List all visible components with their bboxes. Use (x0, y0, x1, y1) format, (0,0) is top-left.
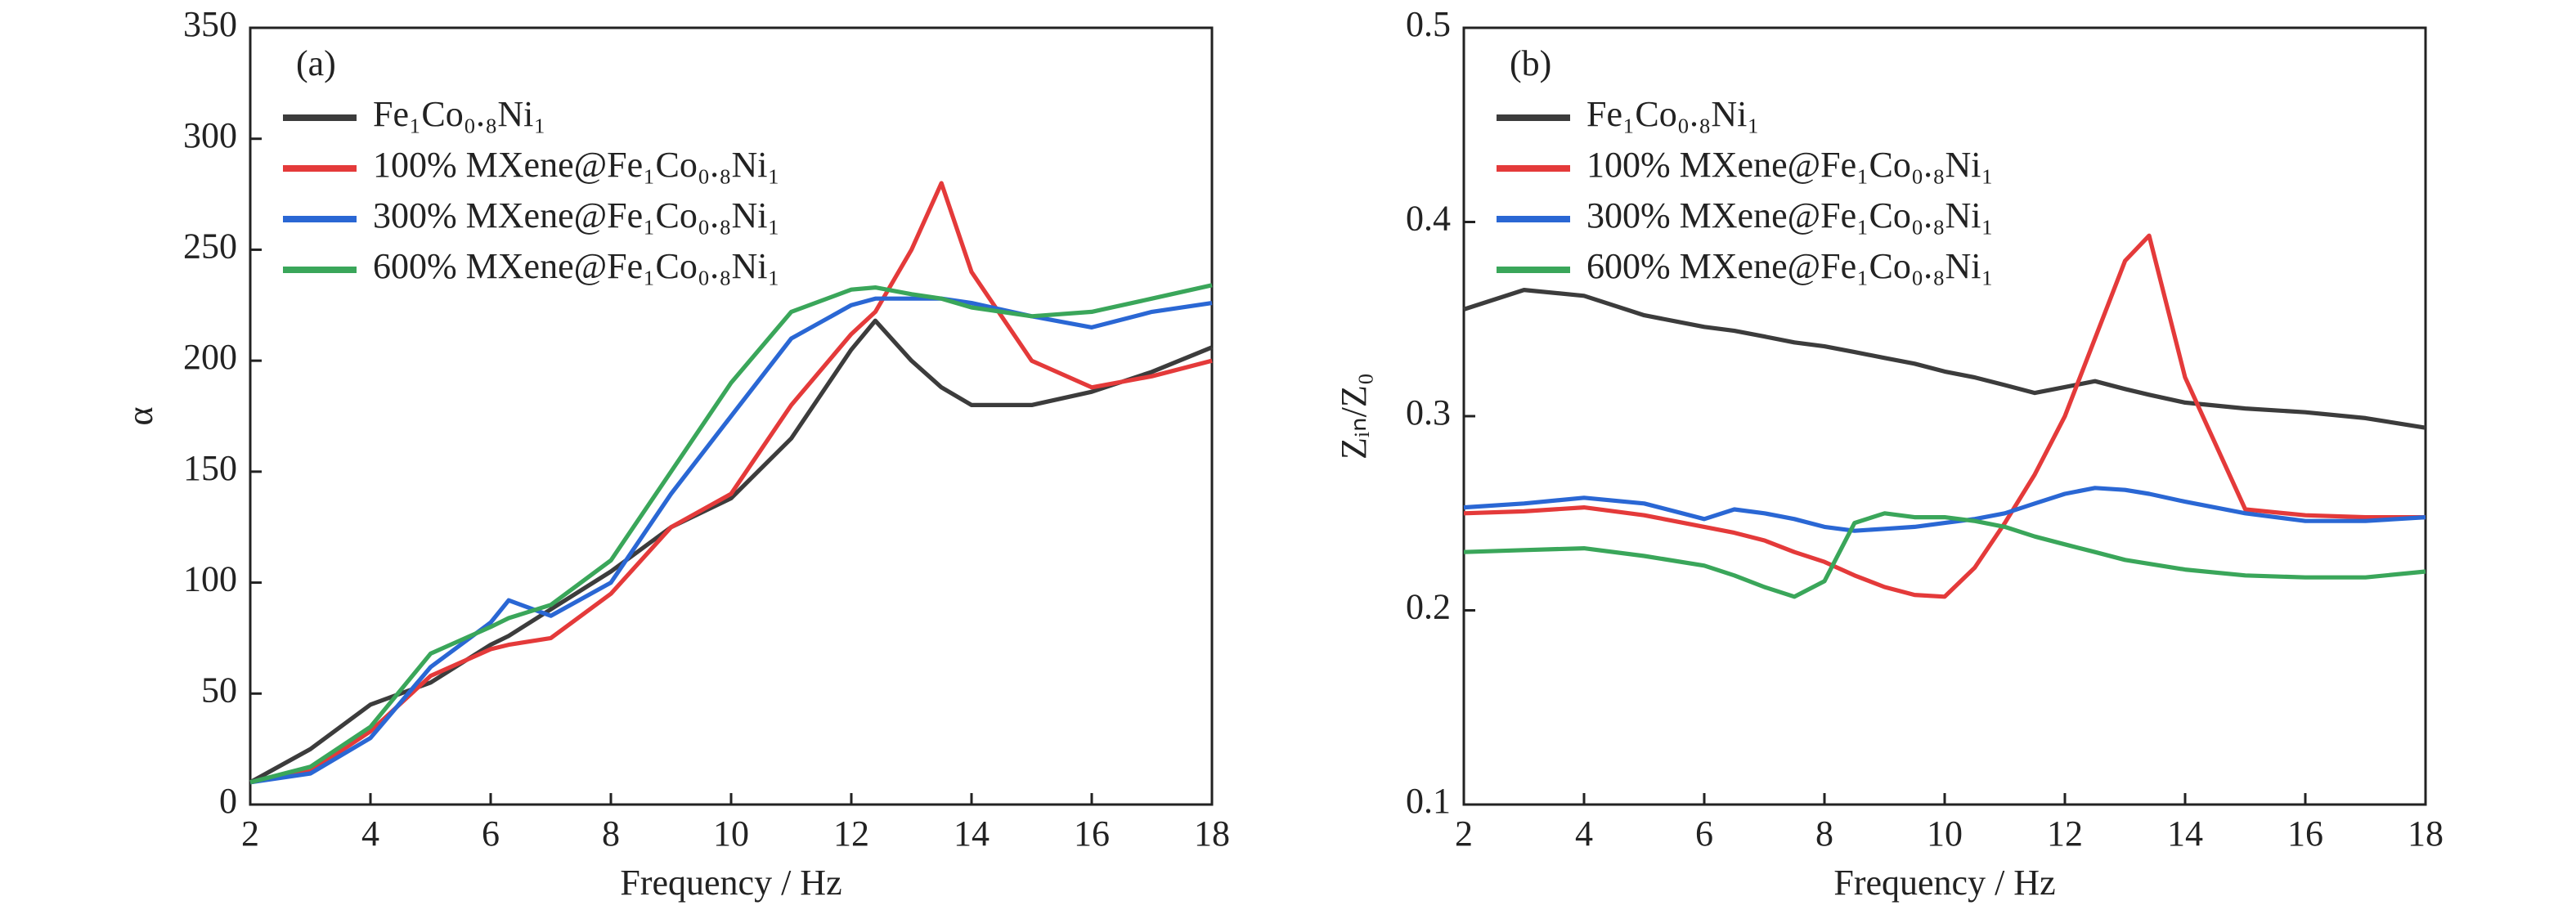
x-tick-label: 8 (602, 814, 620, 854)
x-tick-label: 2 (1455, 814, 1473, 854)
legend-label: 600% MXene@Fe₁Co₀.₈Ni₁ (373, 246, 780, 286)
x-axis-label: Frequency / Hz (620, 863, 841, 903)
x-tick-label: 8 (1815, 814, 1833, 854)
legend-label: 100% MXene@Fe₁Co₀.₈Ni₁ (373, 145, 780, 185)
y-tick-label: 300 (183, 115, 237, 155)
panel-label: (b) (1510, 43, 1551, 83)
x-tick-label: 14 (954, 814, 990, 854)
x-tick-label: 12 (2047, 814, 2083, 854)
series-line (249, 283, 1213, 785)
y-tick-label: 250 (183, 226, 237, 267)
y-tick-label: 200 (183, 337, 237, 377)
series-line (249, 181, 1213, 785)
x-tick-label: 6 (482, 814, 500, 854)
series-line (1463, 511, 2426, 599)
legend-label: Fe₁Co₀.₈Ni₁ (373, 94, 546, 134)
y-axis-label: α (120, 406, 160, 425)
series-line (249, 318, 1213, 785)
y-tick-label: 150 (183, 448, 237, 488)
x-axis-label: Frequency / Hz (1833, 863, 2055, 903)
y-tick-label: 0.2 (1406, 587, 1451, 627)
x-tick-label: 12 (833, 814, 869, 854)
x-tick-label: 16 (2287, 814, 2323, 854)
y-tick-label: 0.3 (1406, 392, 1451, 433)
x-tick-label: 4 (1575, 814, 1593, 854)
x-tick-label: 4 (361, 814, 379, 854)
legend-label: 300% MXene@Fe₁Co₀.₈Ni₁ (1586, 195, 1994, 235)
legend-label: Fe₁Co₀.₈Ni₁ (1586, 94, 1760, 134)
series-line (249, 296, 1213, 785)
legend-label: 100% MXene@Fe₁Co₀.₈Ni₁ (1586, 145, 1994, 185)
x-tick-label: 10 (713, 814, 749, 854)
y-tick-label: 0.5 (1406, 4, 1451, 44)
x-tick-label: 10 (1927, 814, 1963, 854)
series-line (1463, 486, 2426, 533)
x-tick-label: 16 (1074, 814, 1110, 854)
legend-label: 300% MXene@Fe₁Co₀.₈Ni₁ (373, 195, 780, 235)
series-line (1463, 288, 2426, 430)
legend-label: 600% MXene@Fe₁Co₀.₈Ni₁ (1586, 246, 1994, 286)
x-tick-label: 18 (1194, 814, 1230, 854)
x-tick-label: 18 (2408, 814, 2444, 854)
series-line (1463, 233, 2426, 599)
x-tick-label: 14 (2167, 814, 2203, 854)
y-tick-label: 100 (183, 559, 237, 599)
panel-label: (a) (296, 43, 336, 83)
y-tick-label: 0.4 (1406, 199, 1451, 239)
y-tick-label: 50 (201, 670, 237, 710)
y-axis-label: Zᵢₙ/Z₀ (1334, 373, 1374, 460)
y-tick-label: 0 (219, 781, 237, 821)
x-tick-label: 6 (1695, 814, 1713, 854)
y-tick-label: 350 (183, 4, 237, 44)
y-tick-label: 0.1 (1406, 781, 1451, 821)
x-tick-label: 2 (241, 814, 259, 854)
